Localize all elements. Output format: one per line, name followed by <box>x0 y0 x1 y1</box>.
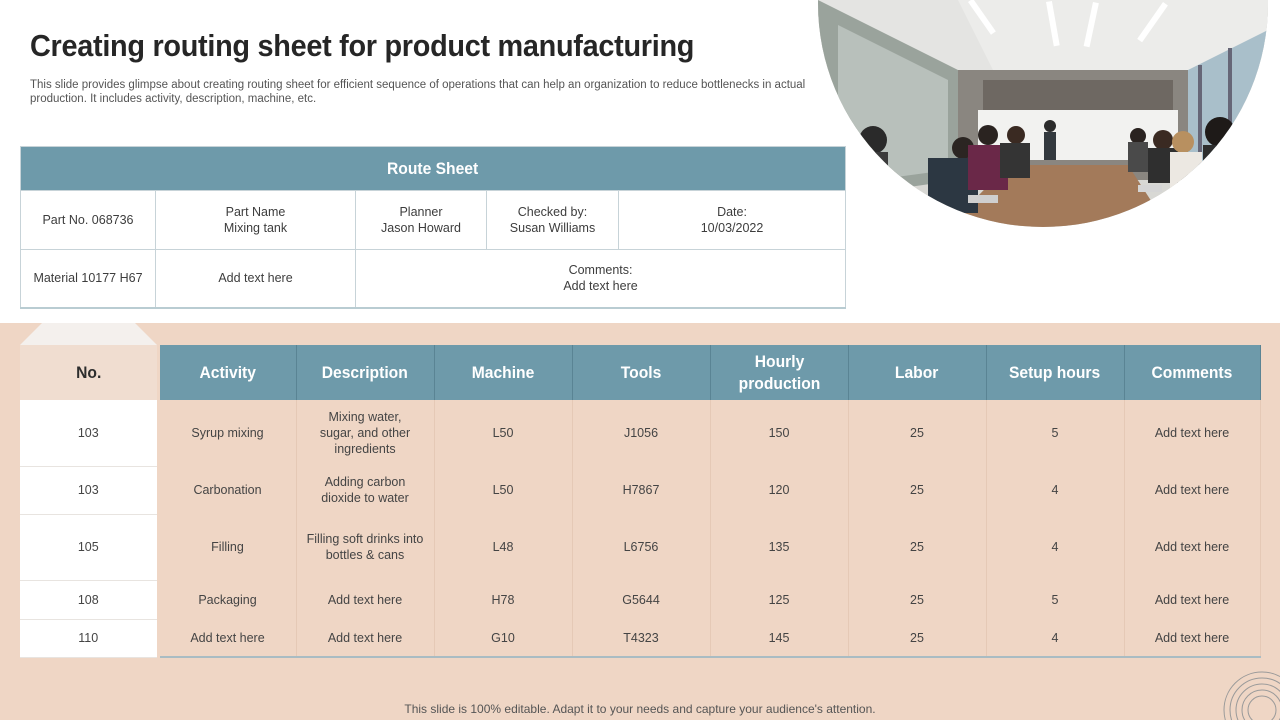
cell-tools: L6756 <box>572 514 711 580</box>
route-sheet-heading: Route Sheet <box>19 146 847 191</box>
table-row: 105 Filling Filling soft drinks into bot… <box>20 514 1261 581</box>
cell-hourly-production: 125 <box>710 580 849 619</box>
column-header-labor: Labor <box>848 345 987 400</box>
column-header-setup-hours: Setup hours <box>986 345 1125 400</box>
page-title: Creating routing sheet for product manuf… <box>30 28 695 63</box>
cell-comments: Add text here <box>1124 514 1261 580</box>
cell-machine: L50 <box>434 466 573 514</box>
column-header-tools: Tools <box>572 345 711 400</box>
checked-by-cell: Checked by: Susan Williams <box>486 190 619 250</box>
cell-description: Filling soft drinks into bottles & cans <box>296 514 435 580</box>
material-cell: Material 10177 H67 <box>20 249 156 309</box>
cell-labor: 25 <box>848 400 987 466</box>
cell-no: 110 <box>20 619 160 658</box>
column-header-machine: Machine <box>434 345 573 400</box>
material-note-cell: Add text here <box>155 249 356 309</box>
route-sheet-table: Route Sheet Part No. 068736 Part Name Mix… <box>19 146 847 309</box>
page-subtitle: This slide provides glimpse about creati… <box>30 79 806 105</box>
operations-table: No. Activity Description Machine Tools H… <box>20 345 1261 658</box>
cell-activity: Carbonation <box>158 466 297 514</box>
planner-cell: Planner Jason Howard <box>355 190 487 250</box>
column-header-activity: Activity <box>158 345 297 400</box>
cell-machine: H78 <box>434 580 573 619</box>
date-cell: Date: 10/03/2022 <box>617 190 847 250</box>
column-header-comments: Comments <box>1124 345 1261 400</box>
cell-labor: 25 <box>848 580 987 619</box>
column-header-hourly-production: Hourly production <box>710 345 849 400</box>
cell-hourly-production: 135 <box>710 514 849 580</box>
table-row: 110 Add text here Add text here G10 T432… <box>20 619 1261 658</box>
cell-labor: 25 <box>848 619 987 658</box>
header-tab-decoration <box>20 323 157 345</box>
concentric-rings-decoration <box>1223 671 1280 720</box>
cell-no: 105 <box>20 514 160 581</box>
table-row: 103 Carbonation Adding carbon dioxide to… <box>20 466 1261 515</box>
cell-description: Adding carbon dioxide to water <box>296 466 435 514</box>
cell-setup-hours: 5 <box>986 580 1125 619</box>
cell-description: Add text here <box>296 619 435 658</box>
cell-hourly-production: 150 <box>710 400 849 466</box>
cell-tools: J1056 <box>572 400 711 466</box>
cell-setup-hours: 4 <box>986 466 1125 514</box>
cell-setup-hours: 5 <box>986 400 1125 466</box>
table-header-row: No. Activity Description Machine Tools H… <box>20 345 1261 400</box>
cell-no: 103 <box>20 466 160 515</box>
cell-machine: L50 <box>434 400 573 466</box>
column-header-no: No. <box>20 345 160 400</box>
cell-description: Add text here <box>296 580 435 619</box>
cell-no: 108 <box>20 580 160 620</box>
table-row: 108 Packaging Add text here H78 G5644 12… <box>20 580 1261 620</box>
cell-tools: T4323 <box>572 619 711 658</box>
cell-activity: Packaging <box>158 580 297 619</box>
cell-comments: Add text here <box>1124 580 1261 619</box>
cell-hourly-production: 145 <box>710 619 849 658</box>
cell-activity: Syrup mixing <box>158 400 297 466</box>
cell-setup-hours: 4 <box>986 619 1125 658</box>
cell-comments: Add text here <box>1124 619 1261 658</box>
cell-tools: G5644 <box>572 580 711 619</box>
cell-setup-hours: 4 <box>986 514 1125 580</box>
comments-cell: Comments: Add text here <box>354 249 847 309</box>
cell-hourly-production: 120 <box>710 466 849 514</box>
meeting-room-photo <box>818 0 1268 227</box>
part-number: Part No. 068736 <box>20 190 156 250</box>
cell-machine: G10 <box>434 619 573 658</box>
cell-comments: Add text here <box>1124 400 1261 466</box>
cell-activity: Add text here <box>158 619 297 658</box>
cell-machine: L48 <box>434 514 573 580</box>
cell-activity: Filling <box>158 514 297 580</box>
column-header-description: Description <box>296 345 435 400</box>
cell-labor: 25 <box>848 466 987 514</box>
table-row: 103 Syrup mixing Mixing water, sugar, an… <box>20 400 1261 467</box>
cell-tools: H7867 <box>572 466 711 514</box>
cell-labor: 25 <box>848 514 987 580</box>
cell-comments: Add text here <box>1124 466 1261 514</box>
footer-note: This slide is 100% editable. Adapt it to… <box>404 702 876 716</box>
part-name-cell: Part Name Mixing tank <box>155 190 356 250</box>
cell-no: 103 <box>20 400 160 467</box>
cell-description: Mixing water, sugar, and other ingredien… <box>296 400 435 466</box>
